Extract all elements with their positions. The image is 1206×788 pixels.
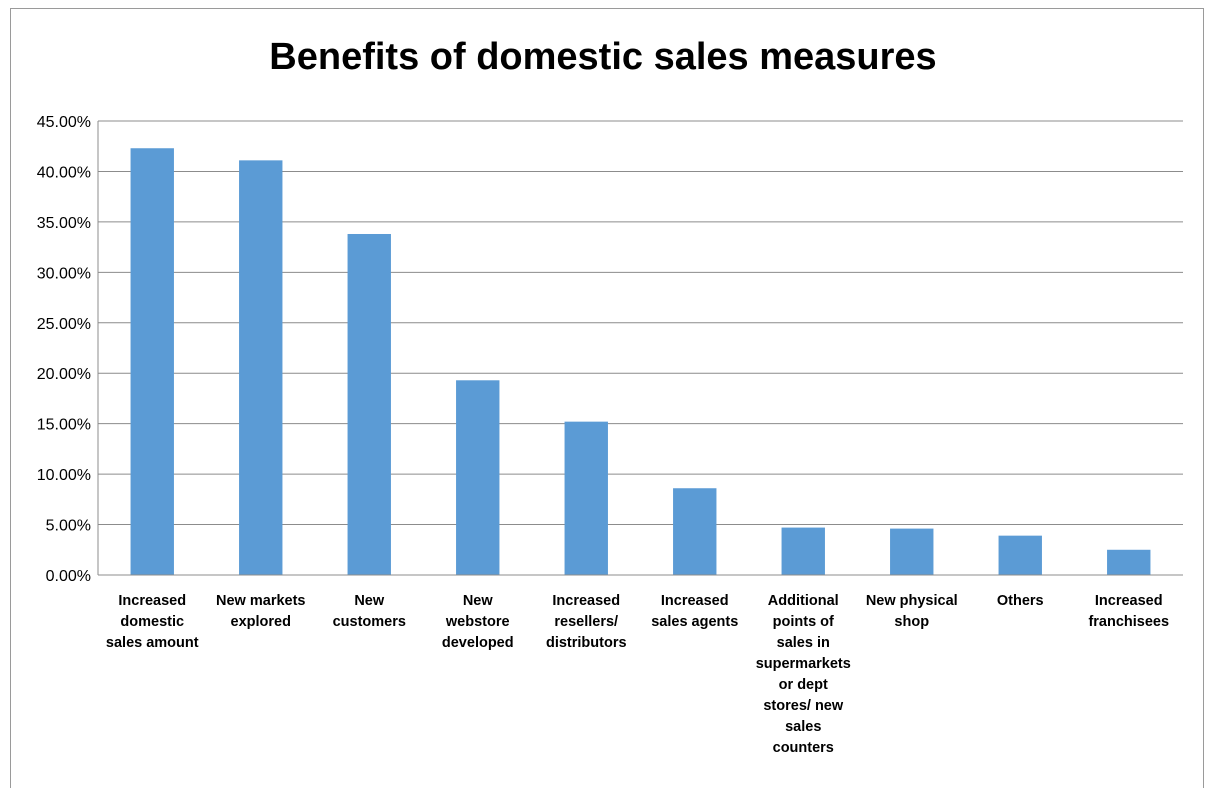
axes [97, 121, 1183, 576]
bar [998, 535, 1042, 575]
x-category-label: New customers [333, 593, 406, 630]
x-category-label-line: New physical [866, 593, 958, 609]
bar [239, 160, 283, 575]
y-tick-label: 40.00% [37, 164, 91, 181]
y-tick-label: 45.00% [37, 114, 91, 131]
x-category-label-line: Others [997, 593, 1044, 609]
x-category-label-line: domestic [120, 614, 184, 630]
bar [130, 148, 174, 576]
x-category-label-line: explored [231, 614, 291, 630]
bar [456, 380, 500, 575]
y-tick-label: 20.00% [37, 366, 91, 383]
x-category-label: Increased domestic sales amount [106, 593, 199, 651]
y-tick-label: 25.00% [37, 316, 91, 333]
x-category-label: Increased franchisees [1088, 593, 1169, 630]
x-category-label: New markets explored [216, 593, 305, 630]
x-category-label-line: Increased [661, 593, 729, 609]
x-category-label: Increased sales agents [651, 593, 738, 630]
x-category-label-line: developed [442, 635, 514, 651]
bar [347, 233, 391, 576]
x-category-label-line: Increased [118, 593, 186, 609]
x-category-label: Others [997, 593, 1044, 609]
x-category-label-line: franchisees [1088, 614, 1169, 630]
chart-title: Benefits of domestic sales measures [269, 36, 937, 78]
y-tick-label: 0.00% [46, 568, 91, 585]
x-category-label-line: sales amount [106, 635, 199, 651]
bar [673, 488, 717, 575]
x-category-label-line: customers [333, 614, 406, 630]
y-axis-tick-labels: 0.00% 5.00% 10.00% 15.00% 20.00% 25.00% 30.00%… [37, 114, 91, 585]
chart-frame [10, 8, 1204, 788]
y-tick-label: 10.00% [37, 467, 91, 484]
x-category-label-line: sales in [777, 635, 830, 651]
x-category-label-line: webstore [445, 614, 510, 630]
x-category-label-line: stores/ new [763, 698, 843, 714]
bar [564, 421, 608, 575]
x-category-label-line: supermarkets [756, 656, 851, 672]
x-category-label-line: Increased [1095, 593, 1163, 609]
y-tick-label: 35.00% [37, 215, 91, 232]
x-category-label-line: New [463, 593, 494, 609]
x-category-label-line: resellers/ [554, 614, 618, 630]
x-category-label-line: points of [773, 614, 834, 630]
x-category-label-line: sales agents [651, 614, 738, 630]
bar [781, 527, 825, 575]
x-category-label-line: New markets [216, 593, 305, 609]
x-category-label: Additional points of sales in supermarkets o… [756, 593, 851, 756]
x-category-label: Increased resellers/distributors [546, 593, 627, 651]
x-category-label-line: Additional [768, 593, 839, 609]
y-tick-label: 30.00% [37, 265, 91, 282]
y-tick-label: 5.00% [46, 518, 91, 535]
x-category-label-line: shop [894, 614, 929, 630]
x-category-label: New webstore developed [442, 593, 514, 651]
x-category-label-line: counters [773, 740, 834, 756]
category-labels: Increased domestic sales amount New markets… [106, 593, 1169, 756]
x-category-label-line: or dept [779, 677, 828, 693]
x-category-label-line: Increased [552, 593, 620, 609]
x-category-label-line: sales [785, 719, 821, 735]
y-tick-label: 15.00% [37, 417, 91, 434]
x-category-label-line: distributors [546, 635, 627, 651]
x-category-label: New physical shop [866, 593, 958, 630]
bar [1107, 549, 1151, 575]
bar [890, 528, 934, 575]
x-category-label-line: New [354, 593, 385, 609]
bars [130, 148, 1151, 576]
